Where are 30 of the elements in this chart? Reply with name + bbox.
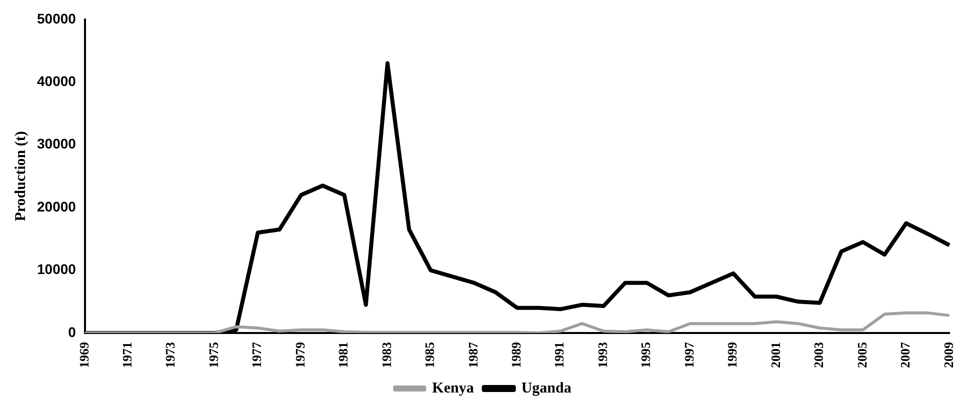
y-tick-label: 10000 — [36, 261, 76, 278]
y-tick-label: 20000 — [36, 198, 76, 214]
x-tick-label: 1977 — [249, 342, 264, 368]
legend-label: Kenya — [432, 380, 474, 396]
legend-label: Uganda — [521, 380, 572, 396]
x-tick-label: 1987 — [465, 342, 480, 368]
y-tick-label: 0 — [68, 324, 76, 340]
x-tick-label: 1979 — [292, 342, 308, 368]
y-axis-title: Production (t) — [12, 131, 29, 222]
x-tick-label: 1969 — [76, 342, 92, 368]
x-tick-label: 2009 — [940, 342, 956, 368]
x-tick-label: 1981 — [336, 342, 351, 368]
y-tick-label: 30000 — [36, 136, 76, 152]
x-tick-label: 1995 — [638, 342, 654, 368]
x-tick-label: 2001 — [768, 342, 783, 368]
x-tick-label: 1975 — [206, 342, 221, 368]
x-tick-label: 1991 — [552, 342, 567, 368]
x-tick-label: 1993 — [594, 342, 610, 368]
x-tick-label: 2007 — [898, 342, 913, 368]
x-tick-label: 1983 — [378, 342, 394, 368]
y-tick-label: 40000 — [36, 72, 76, 89]
x-tick-label: 1973 — [162, 342, 178, 368]
x-tick-label: 2005 — [854, 342, 870, 368]
x-tick-label: 1999 — [724, 342, 740, 368]
x-tick-label: 2003 — [811, 342, 826, 368]
y-tick-label: 50000 — [36, 10, 76, 26]
x-tick-label: 1997 — [681, 342, 696, 368]
x-tick-label: 1985 — [422, 342, 438, 368]
x-tick-label: 1989 — [508, 342, 524, 368]
x-tick-label: 1971 — [120, 342, 135, 368]
